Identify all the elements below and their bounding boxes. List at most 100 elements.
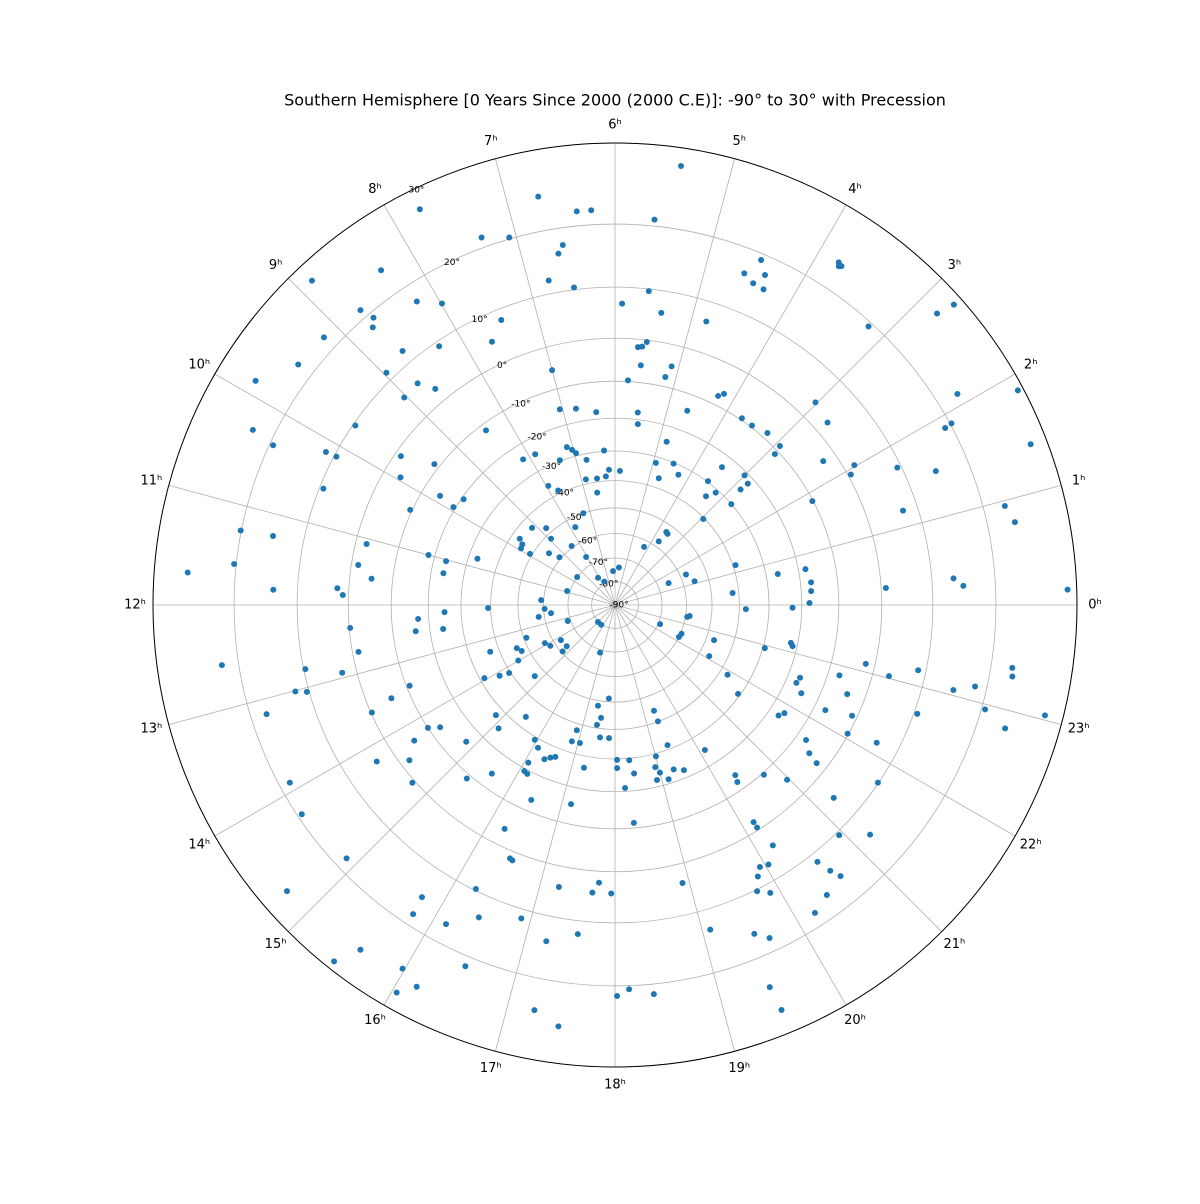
star-point: [703, 318, 710, 325]
grid-spoke: [214, 373, 616, 606]
star-point: [535, 613, 542, 620]
star-point: [401, 394, 408, 401]
star-point: [606, 735, 613, 742]
star-point: [412, 628, 419, 635]
star-point: [383, 369, 390, 376]
star-point: [298, 811, 305, 818]
angle-tick-label: 1ʰ: [1072, 473, 1086, 488]
star-point: [506, 234, 513, 241]
star-point: [263, 711, 270, 718]
star-point: [614, 993, 621, 1000]
star-point: [440, 570, 447, 577]
star-point: [1009, 673, 1016, 680]
star-point: [424, 724, 431, 731]
star-point: [679, 879, 686, 886]
star-point: [1041, 712, 1048, 719]
radial-tick-label: -40°: [555, 489, 574, 499]
star-point: [754, 888, 761, 895]
star-point: [765, 861, 772, 868]
star-point: [781, 710, 788, 717]
star-point: [778, 1006, 785, 1013]
star-point: [948, 420, 955, 427]
star-point: [712, 489, 719, 496]
star-point: [641, 543, 648, 550]
radial-tick-label: -50°: [567, 513, 586, 523]
star-point: [797, 674, 804, 681]
star-point: [555, 884, 562, 891]
star-point: [750, 819, 757, 826]
star-point: [249, 426, 256, 433]
star-point: [798, 690, 805, 697]
star-point: [750, 280, 757, 287]
star-point: [564, 618, 571, 625]
star-point: [865, 323, 872, 330]
star-point: [498, 316, 505, 323]
star-point: [410, 911, 417, 918]
star-point: [568, 738, 575, 745]
star-point: [766, 984, 773, 991]
grid-spoke: [288, 278, 616, 606]
star-point: [409, 779, 416, 786]
angle-tick-label: 19ʰ: [728, 1061, 750, 1076]
star-point: [308, 277, 315, 284]
star-point: [1027, 441, 1034, 448]
star-point: [851, 462, 858, 469]
star-point: [668, 363, 675, 370]
star-point: [686, 613, 693, 620]
star-point: [718, 464, 725, 471]
star-point: [769, 842, 776, 849]
star-point: [605, 695, 612, 702]
grid-spoke: [614, 204, 847, 606]
star-point: [370, 314, 377, 321]
star-point: [559, 648, 566, 655]
star-point: [463, 775, 470, 782]
star-point: [563, 444, 570, 451]
star-point: [339, 669, 346, 676]
star-point: [443, 921, 450, 928]
star-point: [771, 451, 778, 458]
radial-tick-label: 10°: [472, 315, 488, 325]
star-point: [509, 857, 516, 864]
star-point: [543, 525, 550, 532]
star-point: [303, 688, 310, 695]
star-point: [758, 257, 765, 264]
radial-tick-label: 30°: [408, 185, 424, 195]
star-point: [760, 286, 767, 293]
star-point: [665, 580, 672, 587]
star-point: [399, 965, 406, 972]
star-point: [322, 448, 329, 455]
star-point: [706, 653, 713, 660]
star-point: [531, 673, 538, 680]
grid-spoke: [495, 158, 616, 606]
star-point: [541, 756, 548, 763]
star-point: [535, 193, 542, 200]
radial-tick-label: -10°: [511, 399, 530, 409]
star-point: [728, 501, 735, 508]
star-point: [397, 474, 404, 481]
star-point: [352, 422, 359, 429]
star-point: [522, 713, 529, 720]
star-point: [820, 458, 827, 465]
polar-frame: [152, 142, 1078, 1068]
star-point: [823, 892, 830, 899]
star-point: [732, 772, 739, 779]
grid-spoke: [214, 604, 616, 837]
star-point: [320, 485, 327, 492]
chart-title: Southern Hemisphere [0 Years Since 2000 …: [284, 91, 946, 110]
angle-tick-label: 11ʰ: [140, 473, 162, 488]
star-point: [737, 486, 744, 493]
star-point: [982, 706, 989, 713]
star-point: [776, 443, 783, 450]
star-point: [867, 831, 874, 838]
angle-tick-label: 0ʰ: [1088, 598, 1102, 613]
star-point: [432, 385, 439, 392]
star-point: [665, 776, 672, 783]
star-point: [488, 770, 495, 777]
star-point: [518, 647, 525, 654]
star-point: [574, 574, 581, 581]
star-point: [595, 574, 602, 581]
angle-tick-label: 22ʰ: [1020, 838, 1042, 853]
star-point: [481, 675, 488, 682]
star-point: [809, 498, 816, 505]
